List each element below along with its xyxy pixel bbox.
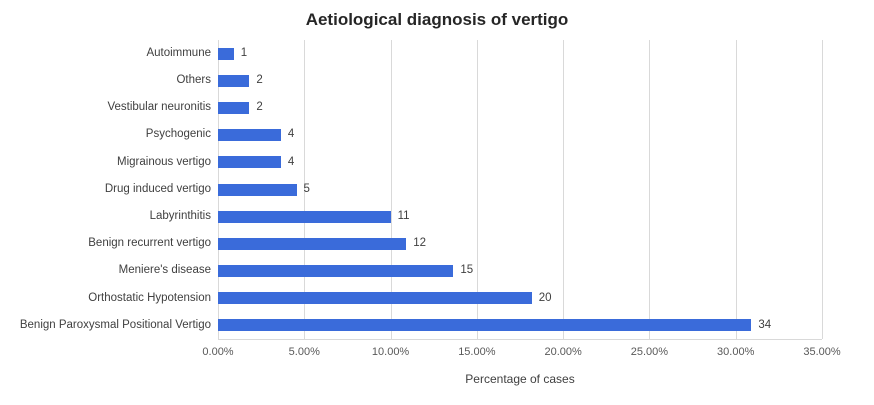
category-label: Labyrinthitis [149, 209, 211, 222]
bar-row: Psychogenic 4 [146, 122, 822, 149]
bar [218, 265, 454, 278]
bar-row: Benign Paroxysmal Positional Vertigo 34 [20, 312, 822, 339]
tick-label: 15.00% [458, 346, 496, 358]
bar [218, 101, 250, 114]
data-label: 15 [460, 264, 474, 277]
category-label: Others [176, 74, 211, 87]
category-label: Benign recurrent vertigo [88, 237, 211, 250]
category-label: Vestibular neuronitis [107, 101, 211, 114]
bar-row: Meniere's disease 15 [119, 258, 822, 285]
bar [218, 156, 281, 169]
category-label: Benign Paroxysmal Positional Vertigo [19, 318, 211, 331]
tick-label: 25.00% [630, 346, 669, 358]
tick-label: 30.00% [717, 346, 755, 358]
tick-label: 35.00% [803, 346, 841, 358]
x-axis-ticks: 0.00% 5.00% 10.00% 15.00% 20.00% 25.00% 30.00%… [202, 346, 840, 362]
category-label: Drug induced vertigo [104, 182, 211, 195]
plot-area: Autoimmune 1 Others 2 Vestibular neuronitis 2… [20, 40, 823, 340]
bar-row: Others 2 [176, 67, 822, 94]
bar [218, 74, 250, 87]
gridline [390, 40, 392, 339]
bar-row: Benign recurrent vertigo 12 [88, 230, 822, 257]
data-label: 2 [256, 74, 263, 87]
bar-row: Labyrinthitis 11 [150, 203, 822, 230]
category-label: Psychogenic [145, 128, 211, 141]
tick-label: 0.00% [202, 346, 234, 358]
data-label: 5 [303, 182, 310, 195]
gridline [476, 40, 478, 339]
data-label: 34 [758, 318, 772, 331]
tick-label: 10.00% [371, 346, 410, 358]
bar-row: Migrainous vertigo 4 [117, 149, 822, 176]
bar [218, 129, 281, 142]
bar [218, 237, 407, 250]
category-label: Autoimmune [146, 46, 211, 59]
bar [218, 47, 234, 60]
bar-row: Autoimmune 1 [146, 40, 822, 67]
gridline [822, 40, 823, 339]
bar-row: Orthostatic Hypotension 20 [88, 285, 822, 312]
data-label: 2 [256, 101, 263, 114]
data-label: 4 [287, 128, 295, 141]
gridline [304, 40, 306, 339]
chart-title: Aetiological diagnosis of vertigo [305, 10, 569, 29]
category-label: Migrainous vertigo [117, 155, 211, 168]
gridline [563, 40, 565, 339]
bar [218, 292, 532, 305]
data-label: 1 [240, 46, 248, 59]
tick-label: 20.00% [544, 346, 582, 358]
gridline [649, 40, 651, 339]
data-label: 12 [413, 237, 427, 250]
data-label: 4 [287, 155, 295, 168]
category-label: Meniere's disease [118, 264, 211, 277]
category-label: Orthostatic Hypotension [88, 291, 211, 304]
data-label: 20 [538, 291, 552, 304]
bar [218, 210, 391, 223]
bar-row: Drug induced vertigo 5 [105, 176, 822, 203]
bar [218, 319, 752, 332]
gridline [735, 40, 737, 339]
bar-row: Vestibular neuronitis 2 [107, 94, 822, 121]
data-label: 11 [397, 209, 410, 222]
x-axis-title: Percentage of cases [465, 372, 575, 386]
tick-label: 5.00% [288, 346, 320, 358]
bar [218, 183, 297, 196]
